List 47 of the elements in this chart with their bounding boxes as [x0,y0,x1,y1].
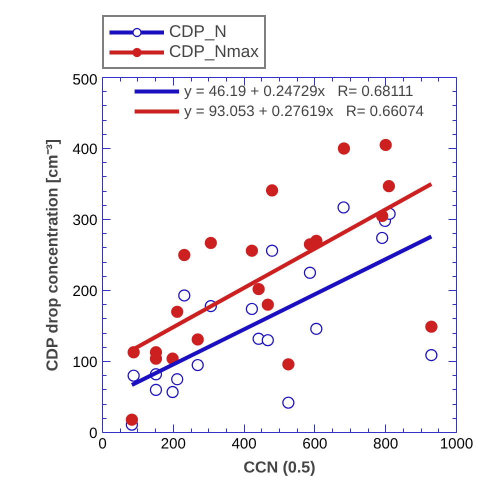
x-tick-label: 200 [160,436,186,452]
point [425,320,438,333]
point [192,358,204,372]
point [171,306,184,318]
point [128,370,140,382]
point [282,396,294,409]
point [337,201,350,214]
y-axis-title: CDP drop concentration [cm⁻³] [44,139,62,372]
y-tick-label: 500 [72,72,98,88]
x-tick-label: 600 [302,436,328,452]
point [262,334,274,346]
point [262,298,274,311]
x-tick-label: 1000 [440,436,474,452]
point [310,322,322,335]
y-tick-label: 0 [89,425,98,442]
y-tick-label: 200 [72,283,98,300]
legend-label: CDP_N [169,22,227,42]
y-tick-label: 400 [72,141,98,158]
x-axis-title: CCN (0.5) [243,460,316,476]
x-tick-label: 400 [232,436,257,452]
point [380,138,392,152]
legend-label: CDP_Nmax [169,42,259,62]
point [425,349,438,362]
legend-label: y = 46.19 + 0.24729x R= 0.68111 [184,82,414,100]
point [171,373,184,386]
point [246,244,258,257]
point [178,248,190,262]
point [310,234,322,247]
legend-label: y = 93.053 + 0.27619x R= 0.66074 [184,102,424,120]
point [282,358,294,370]
point [382,180,395,192]
point [192,333,204,346]
point [166,386,179,398]
point [376,232,388,244]
point [252,282,265,296]
point [304,266,316,279]
y-tick-label: 300 [72,212,98,229]
point [204,236,217,250]
point [266,244,278,257]
y-tick-label: 100 [72,354,98,371]
point [266,184,278,196]
point [338,142,350,155]
point [126,414,138,426]
point [150,384,162,396]
point [246,302,258,316]
x-tick-label: 800 [373,436,398,452]
point [178,289,190,302]
